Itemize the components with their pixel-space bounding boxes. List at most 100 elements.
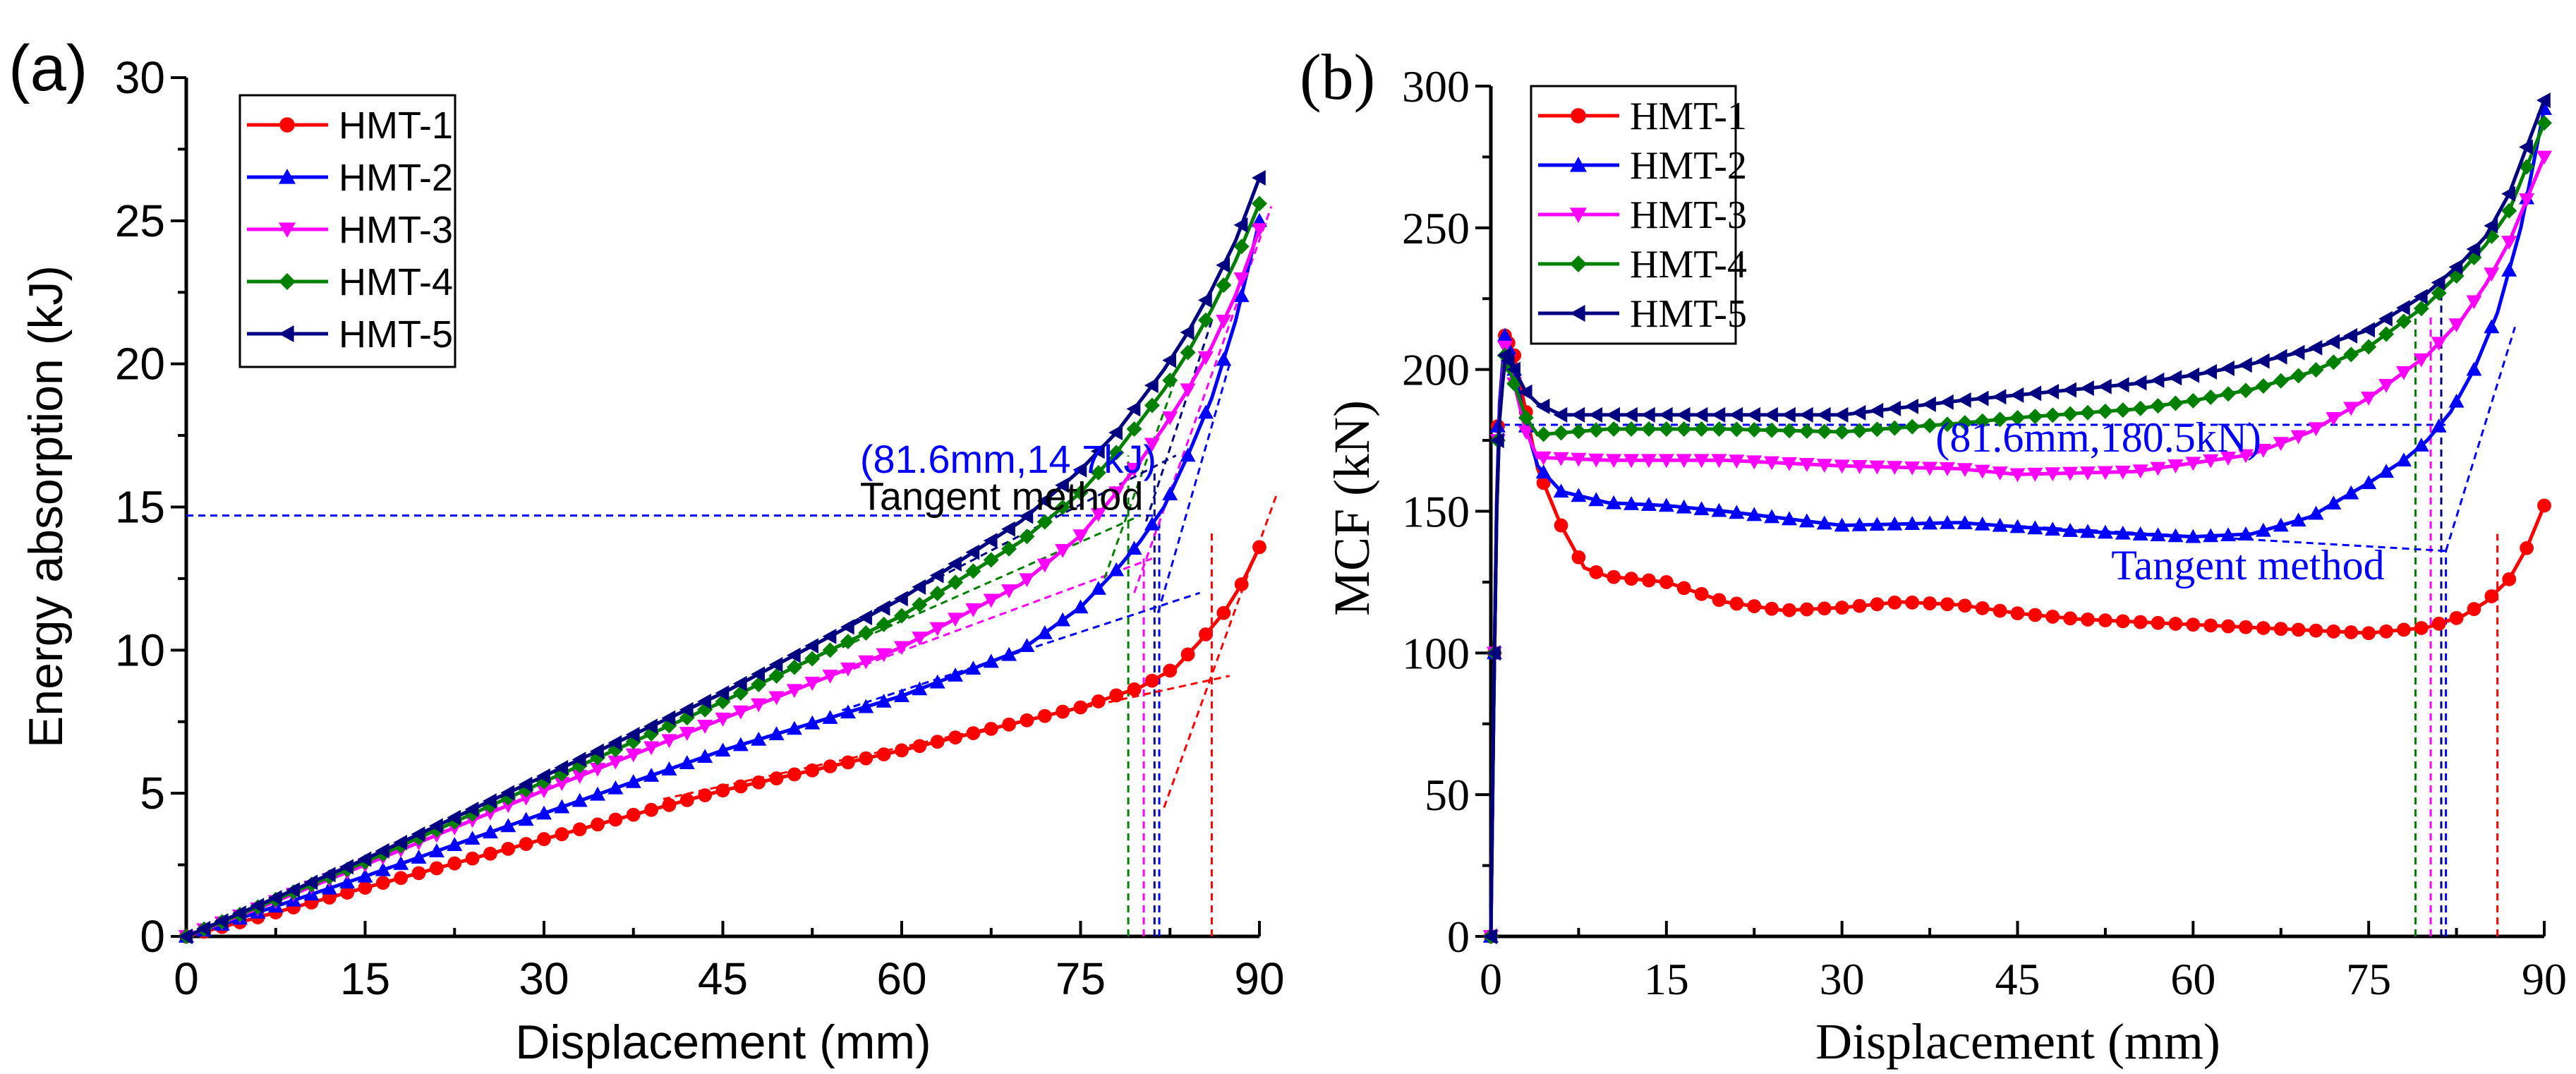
data-point (2413, 289, 2428, 305)
data-point (2097, 378, 2112, 394)
data-point (1197, 351, 1214, 366)
data-point (1693, 406, 1708, 423)
data-point (1571, 406, 1585, 423)
data-point (500, 799, 516, 814)
data-point (751, 775, 766, 790)
data-point (2362, 626, 2376, 641)
data-point (751, 731, 767, 746)
data-point (1090, 581, 1106, 595)
data-point (2395, 313, 2412, 330)
data-point (1852, 598, 1867, 613)
data-point (2167, 528, 2184, 543)
data-point (2273, 373, 2289, 389)
legend-item: HMT-5 (1538, 292, 1747, 336)
data-point (929, 586, 945, 602)
data-point (715, 742, 731, 757)
data-point (2501, 263, 2517, 277)
data-point (1571, 423, 1587, 440)
data-point (912, 739, 927, 754)
data-point (2343, 402, 2359, 416)
data-point (2203, 363, 2218, 380)
data-point (2343, 346, 2359, 363)
data-point (1800, 602, 1814, 617)
data-point (1904, 461, 1921, 476)
data-point (572, 822, 587, 837)
data-point (679, 701, 694, 718)
data-point (1957, 598, 1972, 613)
data-point (1252, 195, 1267, 212)
data-point (591, 817, 605, 832)
data-point (643, 768, 660, 782)
data-point (2080, 404, 2096, 421)
data-point (1957, 392, 1971, 409)
y-tick-label: 300 (1402, 61, 1470, 111)
data-point (2395, 452, 2412, 466)
annotation-text: Tangent method (860, 474, 1144, 519)
data-point (625, 773, 641, 788)
data-point (2273, 437, 2289, 452)
data-point (1834, 517, 1850, 532)
data-point (2536, 115, 2552, 131)
data-point (2185, 457, 2201, 471)
data-point (2431, 337, 2447, 351)
data-point (1144, 516, 1160, 531)
data-point (895, 743, 909, 758)
data-point (929, 567, 944, 584)
data-point (2203, 390, 2219, 406)
data-point (1746, 406, 1761, 423)
y-tick-label: 20 (115, 339, 165, 390)
data-point (2115, 525, 2131, 540)
data-point (1834, 459, 1850, 474)
data-point (501, 841, 516, 856)
data-point (1072, 485, 1089, 501)
data-point (1975, 601, 1990, 615)
data-point (1887, 595, 1902, 610)
data-point (2309, 623, 2323, 638)
data-point (2080, 466, 2096, 481)
data-point (447, 856, 462, 871)
data-point (1216, 351, 1232, 366)
data-point (2467, 602, 2481, 616)
data-point (1974, 413, 1990, 429)
data-point (411, 866, 426, 881)
data-point (1957, 463, 1973, 478)
data-point (768, 657, 783, 673)
data-point (1199, 627, 1213, 641)
data-point (2045, 467, 2061, 482)
data-point (1887, 516, 1903, 531)
data-point (1108, 486, 1125, 501)
data-point (1729, 421, 1745, 438)
data-point (2062, 406, 2079, 422)
data-point (912, 579, 926, 595)
data-point (2027, 520, 2043, 535)
legend-marker (1570, 305, 1585, 322)
data-point (1782, 511, 1798, 526)
tangent-dashed-line (841, 514, 1141, 648)
data-point (2378, 326, 2395, 342)
data-point (518, 791, 534, 806)
data-point (518, 811, 534, 826)
data-point (179, 929, 193, 944)
data-point (1940, 597, 1954, 612)
data-point (1904, 398, 1918, 414)
data-point (1623, 421, 1640, 438)
data-point (625, 748, 641, 763)
data-point (876, 747, 891, 761)
data-point (1798, 423, 1815, 439)
data-point (519, 837, 533, 851)
data-point (2255, 353, 2270, 369)
panel-a-energy-absorption: (a) Displacement (mm) Energy absorption … (8, 32, 1285, 1069)
data-point (1144, 378, 1159, 394)
data-point (679, 793, 694, 807)
data-point (1676, 406, 1691, 423)
data-point (1162, 372, 1178, 388)
data-point (2379, 624, 2393, 639)
data-point (2132, 464, 2148, 479)
data-point (1992, 389, 2007, 405)
data-point (1162, 486, 1178, 501)
data-point (840, 704, 856, 719)
data-point (786, 647, 801, 663)
data-point (1658, 406, 1673, 423)
data-point (1711, 421, 1727, 438)
